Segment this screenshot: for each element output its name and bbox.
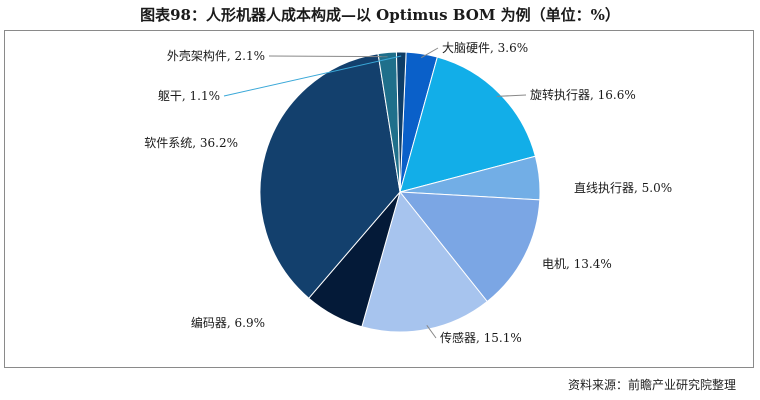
slice-label: 大脑硬件, 3.6% <box>442 41 528 55</box>
slice-label: 编码器, 6.9% <box>191 315 265 330</box>
pie-slices <box>259 51 541 333</box>
leader-line <box>420 47 439 59</box>
pie-slice <box>395 51 407 193</box>
slice-label: 传感器, 15.1% <box>440 330 522 345</box>
slice-label: 外壳架构件, 2.1% <box>167 48 265 63</box>
leader-line <box>426 325 437 339</box>
pie-slice <box>361 190 488 333</box>
slice-label: 电机, 13.4% <box>542 257 612 271</box>
pie-slice <box>399 56 536 193</box>
slice-label: 躯干, 1.1% <box>158 88 220 103</box>
source-note: 资料来源：前瞻产业研究院整理 <box>567 378 736 392</box>
chart-frame <box>4 30 754 368</box>
leader-line <box>268 55 388 58</box>
leader-line <box>223 55 402 97</box>
pie-slice <box>259 53 401 299</box>
leader-lines <box>223 47 527 339</box>
leader-line <box>496 94 527 97</box>
slice-label: 直线执行器, 5.0% <box>574 181 672 195</box>
pie-slice <box>398 191 541 303</box>
slice-label: 旋转执行器, 16.6% <box>530 87 636 102</box>
slice-labels: 外壳架构件, 2.1% 躯干, 1.1% 大脑硬件, 3.6% 旋转执行器, 16.6… <box>144 41 672 345</box>
slice-label: 软件系统, 36.2% <box>144 136 238 150</box>
chart-title: 图表98：人形机器人成本构成—以 Optimus BOM 为例（单位：%） <box>140 6 620 24</box>
